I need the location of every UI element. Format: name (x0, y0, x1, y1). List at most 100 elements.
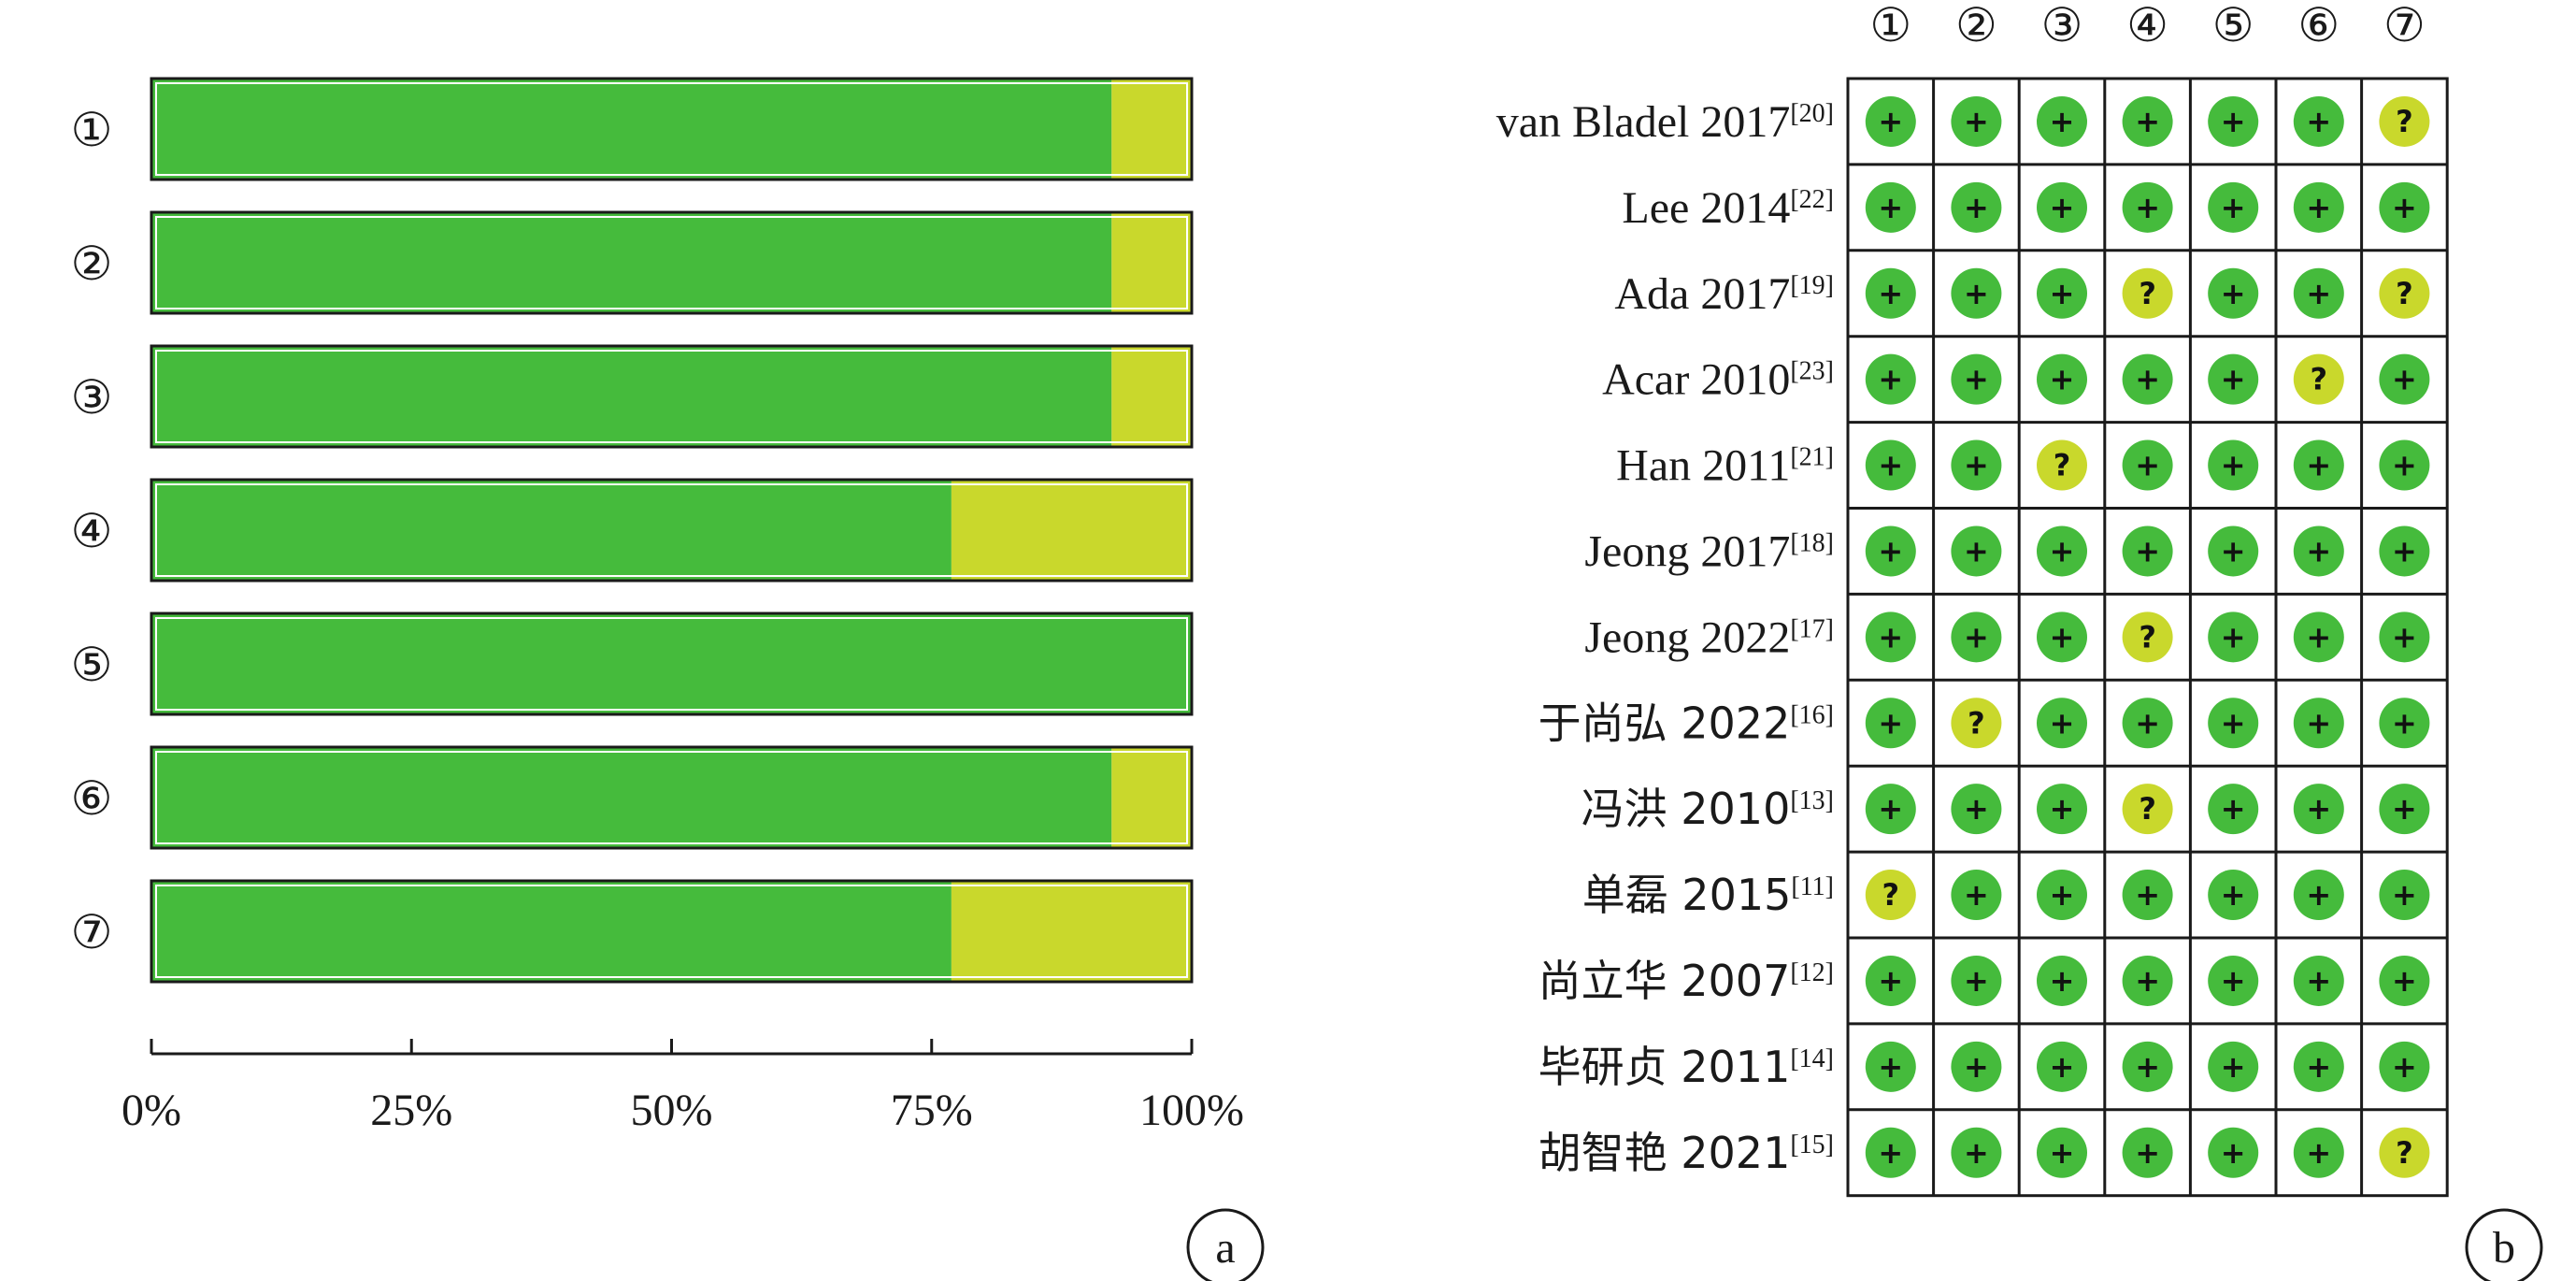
low-risk-marker (2293, 1041, 2344, 1092)
plus-symbol: + (2306, 276, 2331, 311)
low-risk-marker (2037, 267, 2087, 319)
low-risk-marker (1865, 181, 1916, 233)
unclear-risk-marker (2379, 1127, 2430, 1178)
study-name: Acar 2010 (1602, 355, 1790, 405)
study-label: 毕研贞 2011[14] (1538, 1042, 1834, 1092)
study-name: Lee 2014 (1622, 183, 1790, 233)
bar-category-label: ① (71, 103, 113, 157)
plus-symbol: + (2392, 877, 2417, 913)
unclear-risk-marker (1951, 698, 2002, 749)
study-label: Acar 2010[23] (1602, 355, 1834, 405)
low-risk-marker (1951, 353, 2002, 405)
study-name: Han 2011 (1616, 441, 1790, 491)
plus-symbol: + (1964, 963, 1989, 999)
low-risk-marker (2293, 525, 2344, 577)
low-risk-marker (2208, 267, 2259, 319)
plus-symbol: + (2050, 104, 2075, 139)
study-reference: [23] (1790, 357, 1834, 386)
low-risk-marker (2293, 1127, 2344, 1178)
panel-a-label: a (1215, 1223, 1235, 1273)
plus-symbol: + (2392, 705, 2417, 741)
study-name: 毕研贞 2011 (1538, 1042, 1791, 1092)
low-risk-marker (2293, 955, 2344, 1006)
panel-b-judgement-grid: ① ② ③ ④ ⑤ ⑥ ⑦ van Bladel 2017[20] + + + + + + ? Lee 201… (1496, 0, 2543, 1281)
low-risk-marker (2208, 181, 2259, 233)
plus-symbol: + (1964, 104, 1989, 139)
bar-inner-border (155, 885, 1188, 978)
bar-category-label: ⑥ (71, 771, 113, 826)
bar-segment-low-risk (151, 79, 1112, 180)
low-risk-marker (1865, 612, 1916, 663)
plus-symbol: + (2221, 791, 2246, 827)
study-reference: [12] (1790, 958, 1834, 987)
plus-symbol: + (2050, 1135, 2075, 1171)
plus-symbol: + (1878, 362, 1903, 397)
column-header-label: ⑤ (2212, 0, 2254, 52)
plus-symbol: + (2306, 190, 2331, 225)
low-risk-marker (2037, 353, 2087, 405)
plus-symbol: + (2306, 791, 2331, 827)
bar-segment-low-risk (151, 480, 952, 581)
plus-symbol: + (2221, 877, 2246, 913)
plus-symbol: + (2050, 619, 2075, 655)
panel-a-label-circle (1186, 1208, 1265, 1281)
low-risk-marker (2037, 1041, 2087, 1092)
question-symbol: ? (2396, 1135, 2413, 1171)
bar-segment-low-risk (151, 613, 1192, 714)
plus-symbol: + (1878, 276, 1903, 311)
question-symbol: ? (2139, 791, 2156, 827)
study-name: Jeong 2017 (1584, 526, 1790, 576)
x-tick-label: 100% (1139, 1086, 1244, 1135)
study-name: 尚立华 2007 (1538, 956, 1791, 1006)
study-label: Lee 2014[22] (1622, 183, 1834, 233)
plus-symbol: + (2221, 963, 2246, 999)
study-name: 单磊 2015 (1582, 870, 1792, 920)
low-risk-marker (2122, 439, 2173, 491)
study-reference: [15] (1790, 1130, 1834, 1159)
low-risk-marker (2379, 1041, 2430, 1092)
low-risk-marker (1951, 267, 2002, 319)
low-risk-marker (2379, 870, 2430, 921)
low-risk-marker (1951, 525, 2002, 577)
bar-inner-border (155, 617, 1188, 711)
low-risk-marker (1865, 439, 1916, 491)
low-risk-marker (2379, 525, 2430, 577)
plus-symbol: + (2221, 190, 2246, 225)
low-risk-marker (2379, 439, 2430, 491)
low-risk-marker (2122, 698, 2173, 749)
low-risk-marker (2293, 870, 2344, 921)
study-reference: [18] (1790, 528, 1834, 557)
low-risk-marker (1865, 353, 1916, 405)
x-tick-label: 50% (631, 1086, 713, 1135)
bar-outline (150, 344, 1194, 449)
low-risk-marker (2037, 95, 2087, 147)
plus-symbol: + (2392, 1049, 2417, 1085)
plus-symbol: + (1878, 1135, 1903, 1171)
low-risk-marker (2122, 353, 2173, 405)
plus-symbol: + (2392, 190, 2417, 225)
plus-symbol: + (2050, 791, 2075, 827)
plus-symbol: + (2306, 1049, 2331, 1085)
bar-segment-unclear-risk (1111, 346, 1192, 447)
plus-symbol: + (2392, 533, 2417, 569)
question-symbol: ? (1882, 877, 1900, 913)
plus-symbol: + (2221, 362, 2246, 397)
low-risk-marker (2208, 439, 2259, 491)
study-name: Ada 2017 (1614, 269, 1790, 319)
low-risk-marker (1951, 1127, 2002, 1178)
low-risk-marker (2208, 612, 2259, 663)
plus-symbol: + (2221, 276, 2246, 311)
plus-symbol: + (2050, 705, 2075, 741)
low-risk-marker (1951, 955, 2002, 1006)
bar-inner-border (155, 82, 1188, 176)
plus-symbol: + (1964, 276, 1989, 311)
low-risk-marker (2379, 353, 2430, 405)
x-tick-label: 0% (122, 1086, 181, 1135)
unclear-risk-marker (2122, 784, 2173, 835)
low-risk-marker (2037, 784, 2087, 835)
plus-symbol: + (2392, 362, 2417, 397)
low-risk-marker (2122, 1127, 2173, 1178)
study-label: 于尚弘 2022[16] (1538, 698, 1834, 748)
low-risk-marker (1951, 784, 2002, 835)
bar-segment-low-risk (151, 881, 952, 982)
